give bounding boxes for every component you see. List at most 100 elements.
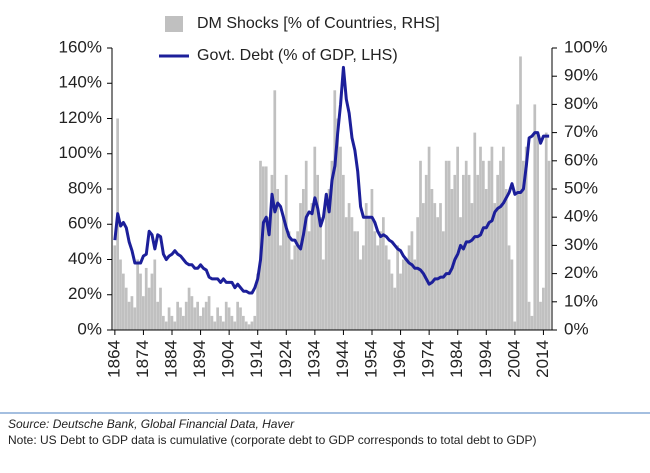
bar	[396, 245, 399, 330]
bar	[227, 307, 231, 330]
bar	[399, 273, 402, 330]
bar	[456, 146, 459, 330]
bar	[262, 166, 265, 330]
bar	[173, 321, 177, 330]
bar	[162, 315, 165, 330]
bar	[256, 273, 259, 330]
bar	[356, 231, 359, 330]
bar	[253, 315, 257, 330]
y2-tick-label: 80%	[564, 94, 598, 113]
bar	[430, 189, 434, 330]
bar	[467, 174, 471, 330]
bar	[484, 189, 488, 330]
y2-tick-label: 100%	[564, 37, 607, 56]
bar	[499, 160, 502, 330]
bar	[182, 315, 185, 330]
x-tick-label: 1874	[133, 340, 152, 378]
bar	[159, 287, 162, 330]
bar	[170, 315, 174, 330]
bar	[242, 315, 245, 330]
bar	[324, 203, 328, 330]
bar	[347, 203, 351, 330]
bar	[124, 287, 128, 330]
x-tick-label: 1904	[219, 340, 238, 378]
bar	[147, 287, 151, 330]
bar	[416, 217, 419, 330]
bar	[304, 160, 308, 330]
bar	[310, 203, 314, 330]
bar	[342, 174, 345, 330]
x-tick-label: 1894	[190, 340, 209, 378]
y-tick-label: 120%	[59, 108, 102, 127]
bar	[136, 259, 139, 330]
bar	[479, 146, 482, 330]
bar	[244, 321, 248, 330]
source: Source: Deutsche Bank, Global Financial …	[8, 417, 295, 431]
bar	[370, 189, 374, 330]
bar	[122, 273, 125, 330]
bar	[190, 296, 194, 330]
y2-tick-label: 40%	[564, 207, 598, 226]
bar	[307, 231, 311, 330]
note: Note: US Debt to GDP data is cumulative …	[8, 433, 536, 447]
bar	[313, 146, 317, 330]
bar	[336, 118, 339, 330]
bar	[376, 245, 379, 330]
bar	[216, 307, 219, 330]
bar	[282, 217, 285, 330]
bar	[322, 259, 325, 330]
bar	[279, 245, 282, 330]
bar	[176, 301, 179, 330]
bar	[382, 217, 385, 330]
y-tick-label: 60%	[68, 214, 102, 233]
bar	[119, 259, 122, 330]
bar	[510, 259, 514, 330]
x-tick-label: 1864	[104, 340, 123, 378]
bar	[402, 259, 405, 330]
bar	[373, 231, 377, 330]
x-tick-label: 2004	[504, 340, 523, 378]
bar	[207, 296, 211, 330]
bar	[533, 104, 537, 331]
bar	[547, 160, 551, 330]
bar	[504, 189, 508, 330]
bar	[330, 160, 334, 330]
legend-label: Govt. Debt (% of GDP, LHS)	[197, 47, 398, 64]
bar	[362, 245, 365, 330]
bar	[276, 189, 279, 330]
bar	[127, 301, 131, 330]
bar	[224, 301, 228, 330]
bar	[524, 146, 528, 330]
bar	[239, 307, 242, 330]
bar	[284, 174, 288, 330]
bar	[293, 245, 297, 330]
bar	[447, 160, 451, 330]
bar	[196, 301, 199, 330]
x-tick-label: 1924	[276, 340, 295, 378]
bar	[444, 160, 448, 330]
bar	[450, 189, 454, 330]
y2-tick-label: 70%	[564, 122, 598, 141]
y-tick-label: 160%	[59, 37, 102, 56]
y2-tick-label: 30%	[564, 235, 598, 254]
y-tick-label: 140%	[59, 73, 102, 92]
bar	[353, 231, 357, 330]
y2-tick-label: 20%	[564, 263, 598, 282]
bar	[427, 146, 431, 330]
x-tick-label: 1954	[361, 340, 380, 378]
y-tick-label: 40%	[68, 249, 102, 268]
bar	[433, 203, 437, 330]
bar	[507, 245, 511, 330]
x-tick-label: 1974	[419, 340, 438, 378]
bar	[299, 203, 302, 330]
bar	[327, 189, 331, 330]
bar	[339, 146, 342, 330]
bar	[473, 132, 477, 330]
bar	[219, 315, 222, 330]
bar	[202, 307, 205, 330]
x-tick-label: 1984	[447, 340, 466, 378]
bar	[359, 259, 362, 330]
bar	[413, 259, 417, 330]
bar	[199, 315, 202, 330]
bar	[296, 231, 299, 330]
